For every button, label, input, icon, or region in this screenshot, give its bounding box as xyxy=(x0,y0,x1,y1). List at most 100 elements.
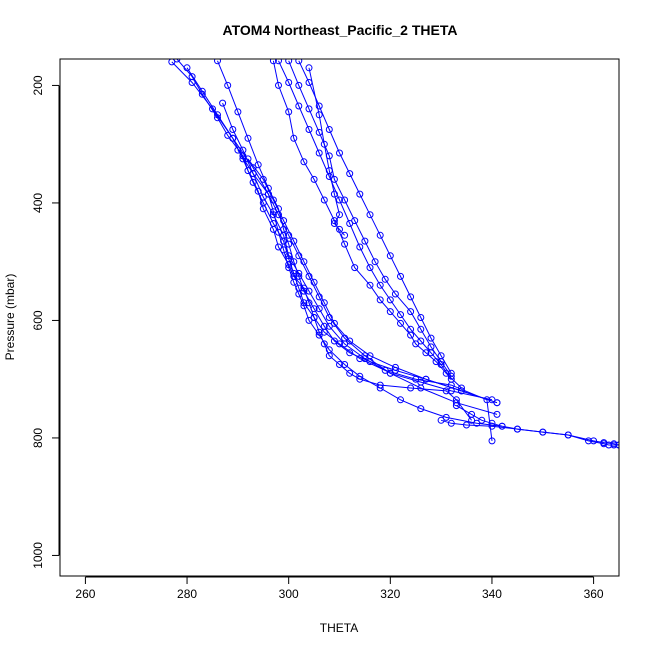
data-point xyxy=(249,178,257,186)
data-point xyxy=(259,193,267,201)
data-point xyxy=(407,384,415,392)
data-point xyxy=(366,264,374,272)
data-point xyxy=(305,126,313,133)
data-point xyxy=(366,211,374,219)
data-point xyxy=(605,441,613,449)
data-point xyxy=(351,264,359,272)
profile-line xyxy=(186,67,493,441)
profile-line xyxy=(237,149,498,415)
data-point xyxy=(381,275,389,283)
data-point xyxy=(341,231,349,239)
data-point xyxy=(346,337,354,345)
data-point xyxy=(214,59,221,65)
data-point xyxy=(183,64,191,72)
data-point xyxy=(239,155,247,163)
data-point xyxy=(305,287,313,295)
data-point xyxy=(498,422,506,430)
data-point xyxy=(325,346,333,354)
data-point xyxy=(488,437,496,445)
data-point xyxy=(417,337,425,345)
data-point xyxy=(346,220,354,227)
data-point xyxy=(341,240,349,248)
data-point xyxy=(325,322,333,330)
data-point xyxy=(198,87,206,95)
data-point xyxy=(407,325,415,333)
data-point xyxy=(325,126,333,133)
data-point xyxy=(422,349,430,357)
data-point xyxy=(585,437,592,445)
data-point xyxy=(315,111,323,119)
data-point xyxy=(488,419,496,427)
x-tick-label: 360 xyxy=(584,587,604,601)
data-point xyxy=(386,369,394,377)
data-point xyxy=(300,158,308,166)
profile-line xyxy=(288,60,452,377)
data-point xyxy=(295,102,303,110)
data-point xyxy=(285,252,293,260)
data-point xyxy=(305,316,313,324)
data-point xyxy=(407,293,415,301)
data-point xyxy=(417,325,425,333)
data-point xyxy=(600,440,608,448)
x-axis: 260 280 300 320 340 360 xyxy=(75,576,604,601)
data-point xyxy=(310,314,318,321)
data-point xyxy=(478,416,486,424)
data-point xyxy=(376,231,384,239)
x-tick-label: 280 xyxy=(177,587,197,601)
data-point xyxy=(417,314,425,321)
data-point xyxy=(376,296,384,304)
y-axis-label: Pressure (mbar) xyxy=(3,274,17,361)
data-point xyxy=(300,258,308,266)
data-point xyxy=(295,252,303,260)
data-point xyxy=(234,146,242,154)
data-point xyxy=(295,284,303,292)
data-point xyxy=(275,228,282,236)
data-point xyxy=(356,190,364,198)
data-point xyxy=(336,225,343,233)
data-point xyxy=(280,231,288,239)
data-point xyxy=(336,211,343,219)
data-point xyxy=(219,99,227,107)
y-tick-label: 600 xyxy=(31,310,45,330)
data-point xyxy=(285,79,293,86)
profile-series xyxy=(234,146,501,418)
data-point xyxy=(285,108,293,116)
data-point xyxy=(336,149,343,157)
data-point xyxy=(209,105,216,113)
data-point xyxy=(229,134,237,142)
profile-line xyxy=(222,102,493,401)
data-point xyxy=(417,384,425,392)
data-point xyxy=(330,337,338,345)
data-point xyxy=(356,372,364,380)
data-point xyxy=(346,170,354,178)
profile-line xyxy=(247,158,498,404)
data-point xyxy=(315,102,323,110)
profile-line xyxy=(272,60,462,389)
data-point xyxy=(493,399,501,407)
data-point xyxy=(447,369,455,377)
data-point xyxy=(320,299,328,307)
data-point xyxy=(214,111,221,119)
data-point xyxy=(417,405,425,413)
data-point xyxy=(391,290,399,298)
data-point xyxy=(468,410,476,418)
data-point xyxy=(458,384,465,392)
data-point xyxy=(427,343,435,351)
data-point xyxy=(391,363,399,371)
data-point xyxy=(269,211,277,219)
y-axis: 200 400 600 800 1000 xyxy=(31,75,60,569)
y-tick-label: 800 xyxy=(31,428,45,448)
data-point xyxy=(295,59,303,65)
data-point xyxy=(356,243,364,251)
profile-line xyxy=(278,60,452,380)
data-point xyxy=(295,81,303,89)
data-point xyxy=(310,278,318,286)
data-point xyxy=(376,281,384,289)
data-point xyxy=(269,220,277,227)
data-point xyxy=(346,349,354,357)
x-tick-label: 300 xyxy=(279,587,299,601)
data-point xyxy=(437,352,445,360)
data-point xyxy=(412,340,420,348)
data-point xyxy=(275,81,282,89)
